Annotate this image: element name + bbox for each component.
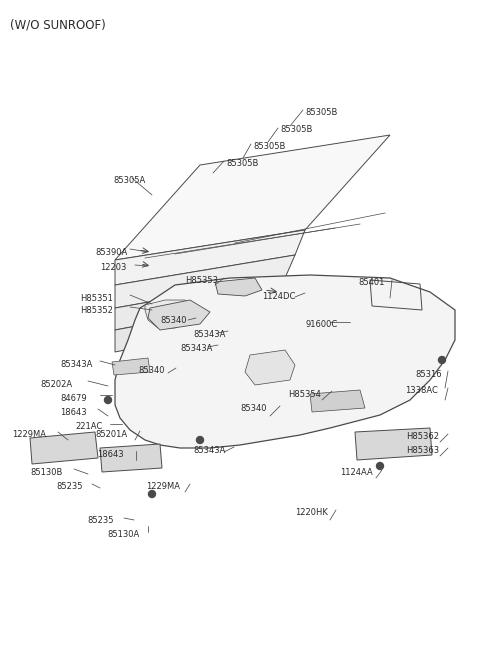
Text: 85401: 85401 (358, 278, 384, 287)
Text: 1124DC: 1124DC (262, 292, 295, 301)
Text: 85343A: 85343A (193, 330, 226, 339)
Text: 85130A: 85130A (107, 530, 139, 539)
Text: 18643: 18643 (97, 450, 124, 459)
Polygon shape (100, 444, 162, 472)
Polygon shape (310, 390, 365, 412)
Polygon shape (115, 300, 275, 352)
Polygon shape (115, 230, 305, 285)
Text: 221AC: 221AC (75, 422, 102, 431)
Text: 85235: 85235 (56, 482, 83, 491)
Text: 18643: 18643 (60, 408, 86, 417)
Text: H85363: H85363 (406, 446, 439, 455)
Text: 85305B: 85305B (280, 125, 312, 134)
Polygon shape (115, 135, 390, 260)
Circle shape (105, 396, 111, 403)
Text: 85130B: 85130B (30, 468, 62, 477)
Text: 85201A: 85201A (95, 430, 127, 439)
Text: H85354: H85354 (288, 390, 321, 399)
Text: (W/O SUNROOF): (W/O SUNROOF) (10, 18, 106, 31)
Polygon shape (145, 300, 195, 328)
Text: 85340: 85340 (160, 316, 187, 325)
Text: H85351: H85351 (80, 294, 113, 303)
Circle shape (196, 436, 204, 443)
Text: 1229MA: 1229MA (12, 430, 46, 439)
Polygon shape (115, 255, 295, 308)
Text: 85343A: 85343A (180, 344, 212, 353)
Text: 85235: 85235 (87, 516, 113, 525)
Text: 1229MA: 1229MA (146, 482, 180, 491)
Polygon shape (215, 278, 262, 296)
Text: 85343A: 85343A (193, 446, 226, 455)
Polygon shape (30, 432, 98, 464)
Polygon shape (112, 358, 150, 375)
Text: 85202A: 85202A (40, 380, 72, 389)
Polygon shape (148, 300, 210, 330)
Circle shape (376, 462, 384, 470)
Text: 85305B: 85305B (226, 159, 258, 168)
Polygon shape (115, 278, 285, 330)
Text: H85362: H85362 (406, 432, 439, 441)
Text: 85390A: 85390A (95, 248, 127, 257)
Text: 12203: 12203 (100, 263, 126, 272)
Text: 85340: 85340 (138, 366, 165, 375)
Text: 84679: 84679 (60, 394, 86, 403)
Text: 85340: 85340 (240, 404, 266, 413)
Text: H85353: H85353 (185, 276, 218, 285)
Polygon shape (245, 350, 295, 385)
Circle shape (439, 356, 445, 363)
Circle shape (148, 491, 156, 497)
Text: 1124AA: 1124AA (340, 468, 373, 477)
Text: 1220HK: 1220HK (295, 508, 328, 517)
Text: 85305B: 85305B (305, 108, 337, 117)
Text: 85316: 85316 (415, 370, 442, 379)
Polygon shape (355, 428, 432, 460)
Polygon shape (115, 275, 455, 448)
Text: H85352: H85352 (80, 306, 113, 315)
Text: 85305B: 85305B (253, 142, 286, 151)
Text: 91600C: 91600C (305, 320, 337, 329)
Text: 85343A: 85343A (60, 360, 92, 369)
Text: 85305A: 85305A (113, 176, 145, 185)
Text: 1338AC: 1338AC (405, 386, 438, 395)
